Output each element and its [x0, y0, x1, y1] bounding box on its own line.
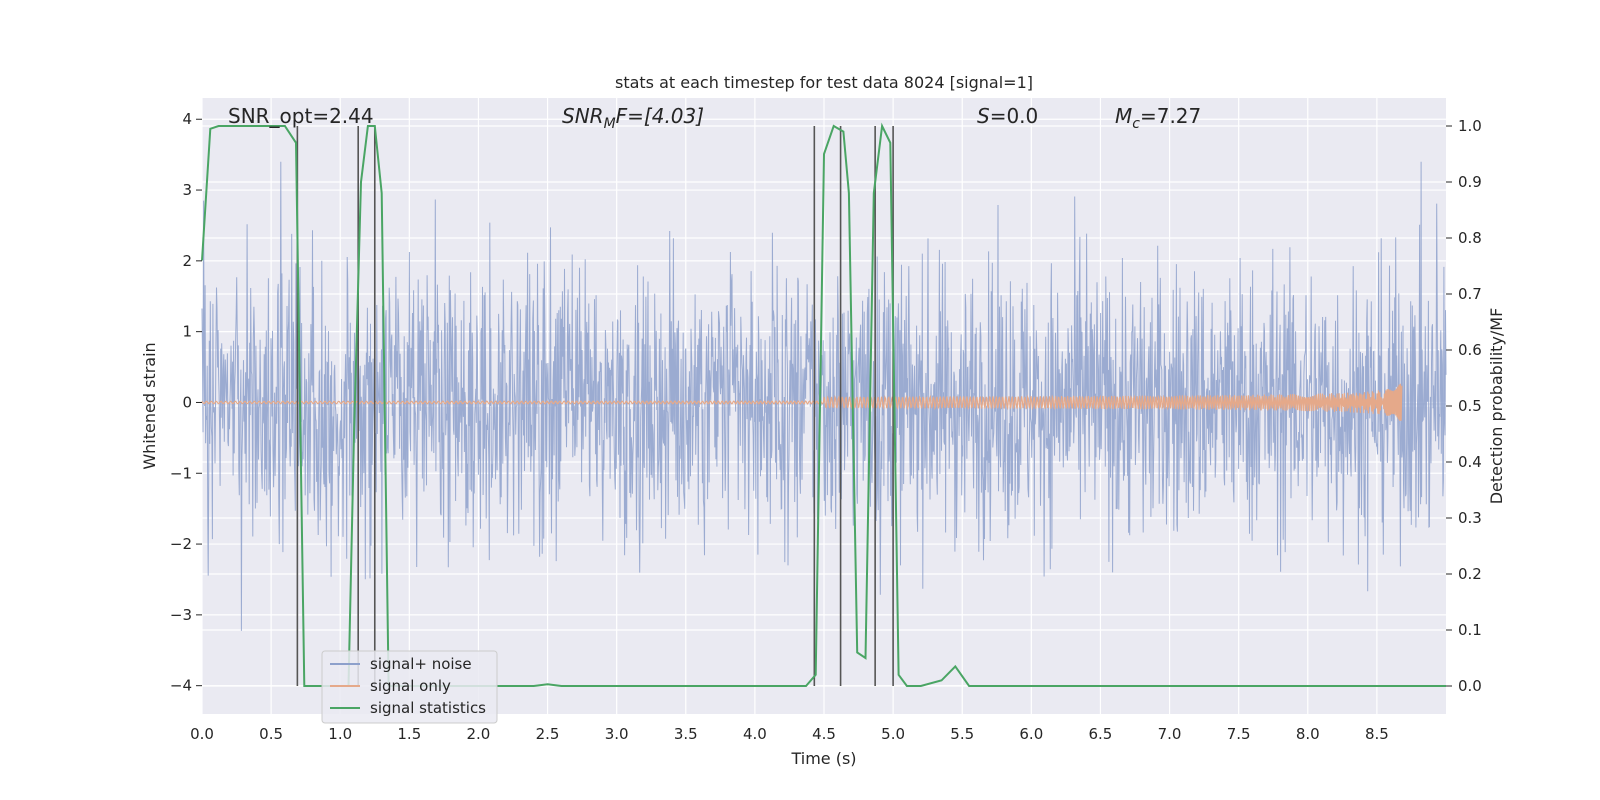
vertical-markers — [296, 126, 894, 686]
y-tick-label-left: −1 — [170, 464, 192, 482]
x-tick-label: 4.0 — [743, 725, 767, 743]
noise-trace — [201, 161, 1447, 631]
legend: signal+ noise signal only signal statist… — [321, 650, 498, 724]
y-tick-label-right: 0.7 — [1458, 285, 1482, 303]
statistics-line — [201, 122, 1446, 687]
y-tick-label-right: 0.3 — [1458, 509, 1482, 527]
y-tick-label-right: 0.0 — [1458, 677, 1482, 695]
y-tick-label-right: 0.9 — [1458, 173, 1482, 191]
y-tick-label-left: 1 — [182, 323, 192, 341]
annotation-snr-mf: SNRMF=[4.03] — [562, 104, 704, 132]
y-tick-label-left: 2 — [182, 252, 192, 270]
y-tick-label-right: 0.5 — [1458, 397, 1482, 415]
series-signal-statistics — [201, 122, 1446, 687]
x-tick-label: 1.0 — [328, 725, 352, 743]
x-axis-label: Time (s) — [790, 749, 856, 768]
x-tick-label: 1.5 — [397, 725, 421, 743]
x-tick-label: 7.0 — [1158, 725, 1182, 743]
legend-label-signal-statistics: signal statistics — [370, 699, 486, 717]
x-tick-label: 3.0 — [605, 725, 629, 743]
y-tick-label-left: −3 — [170, 606, 192, 624]
annotation-s: S=0.0 — [977, 104, 1038, 128]
x-tick-label: 8.0 — [1296, 725, 1320, 743]
x-tick-label: 5.0 — [881, 725, 905, 743]
y-tick-label-right: 0.6 — [1458, 341, 1482, 359]
y-tick-label-right: 0.4 — [1458, 453, 1482, 471]
y-tick-label-left: −2 — [170, 535, 192, 553]
y-axis-label-right: Detection probability/MF — [1487, 308, 1506, 505]
x-tick-label: 8.5 — [1365, 725, 1389, 743]
y-tick-label-right: 0.8 — [1458, 229, 1482, 247]
y-axis-label-left: Whitened strain — [140, 342, 159, 469]
x-tick-label: 7.5 — [1227, 725, 1251, 743]
x-ticks: 0.0 0.5 1.0 1.5 2.0 2.5 3.0 3.5 4.0 4.5 5.0 5.5 6.0 6… — [190, 725, 1389, 743]
legend-label-signal-plus-noise: signal+ noise — [370, 655, 472, 673]
series-signal-only — [201, 383, 1403, 422]
y-tick-label-left: 3 — [182, 181, 192, 199]
x-tick-label: 2.0 — [467, 725, 491, 743]
y-tick-label-right: 1.0 — [1458, 117, 1482, 135]
x-tick-label: 6.0 — [1019, 725, 1043, 743]
y-ticks-left: −4 −3 −2 −1 0 1 2 3 4 — [170, 110, 202, 695]
x-tick-label: 0.5 — [259, 725, 283, 743]
x-tick-label: 0.0 — [190, 725, 214, 743]
x-tick-label: 2.5 — [536, 725, 560, 743]
y-tick-label-left: −4 — [170, 677, 192, 695]
y-tick-label-left: 4 — [182, 110, 192, 128]
x-tick-label: 6.5 — [1089, 725, 1113, 743]
y-tick-label-left: 0 — [182, 393, 192, 411]
y-tick-label-right: 0.1 — [1458, 621, 1482, 639]
annotation-mc: Mc=7.27 — [1115, 104, 1201, 132]
y-ticks-right: 0.0 0.1 0.2 0.3 0.4 0.5 0.6 0.7 0.8 0.9 1.0 — [1446, 117, 1482, 695]
y-tick-label-right: 0.2 — [1458, 565, 1482, 583]
x-tick-label: 4.5 — [812, 725, 836, 743]
series-signal-plus-noise — [201, 161, 1447, 631]
legend-box — [321, 650, 498, 724]
chart-title: stats at each timestep for test data 802… — [615, 73, 1033, 92]
x-tick-label: 5.5 — [950, 725, 974, 743]
legend-label-signal-only: signal only — [370, 677, 451, 695]
annotation-snr-opt: SNR_opt=2.44 — [228, 104, 374, 128]
chirp-trace — [201, 383, 1403, 422]
x-tick-label: 3.5 — [674, 725, 698, 743]
